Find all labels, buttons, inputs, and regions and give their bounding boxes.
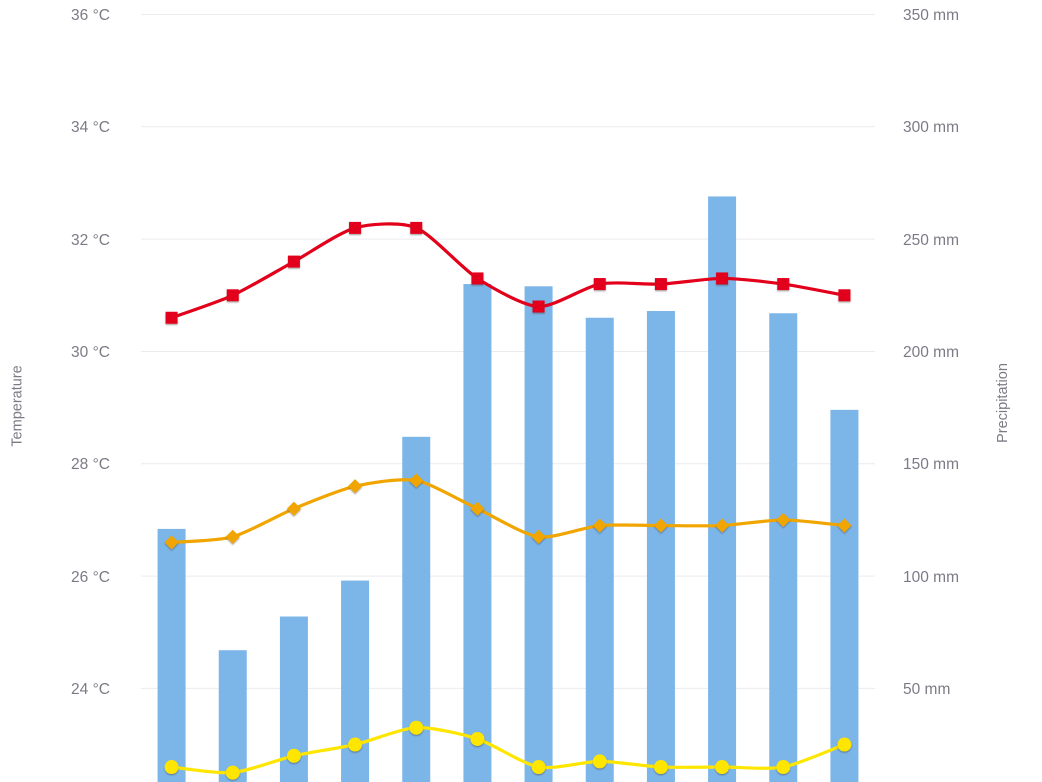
- svg-text:50 mm: 50 mm: [903, 681, 950, 698]
- svg-text:30 °C: 30 °C: [71, 344, 110, 361]
- svg-text:100 mm: 100 mm: [903, 569, 959, 586]
- svg-text:36 °C: 36 °C: [71, 7, 110, 24]
- svg-text:34 °C: 34 °C: [71, 119, 110, 136]
- svg-text:28 °C: 28 °C: [71, 456, 110, 473]
- svg-text:200 mm: 200 mm: [903, 344, 959, 361]
- svg-text:250 mm: 250 mm: [903, 232, 959, 249]
- svg-text:26 °C: 26 °C: [71, 569, 110, 586]
- svg-text:150 mm: 150 mm: [903, 456, 959, 473]
- svg-text:32 °C: 32 °C: [71, 232, 110, 249]
- svg-text:350 mm: 350 mm: [903, 7, 959, 24]
- svg-text:Temperature: Temperature: [10, 365, 26, 446]
- svg-text:300 mm: 300 mm: [903, 119, 959, 136]
- svg-text:Precipitation: Precipitation: [995, 363, 1011, 443]
- svg-text:24 °C: 24 °C: [71, 681, 110, 698]
